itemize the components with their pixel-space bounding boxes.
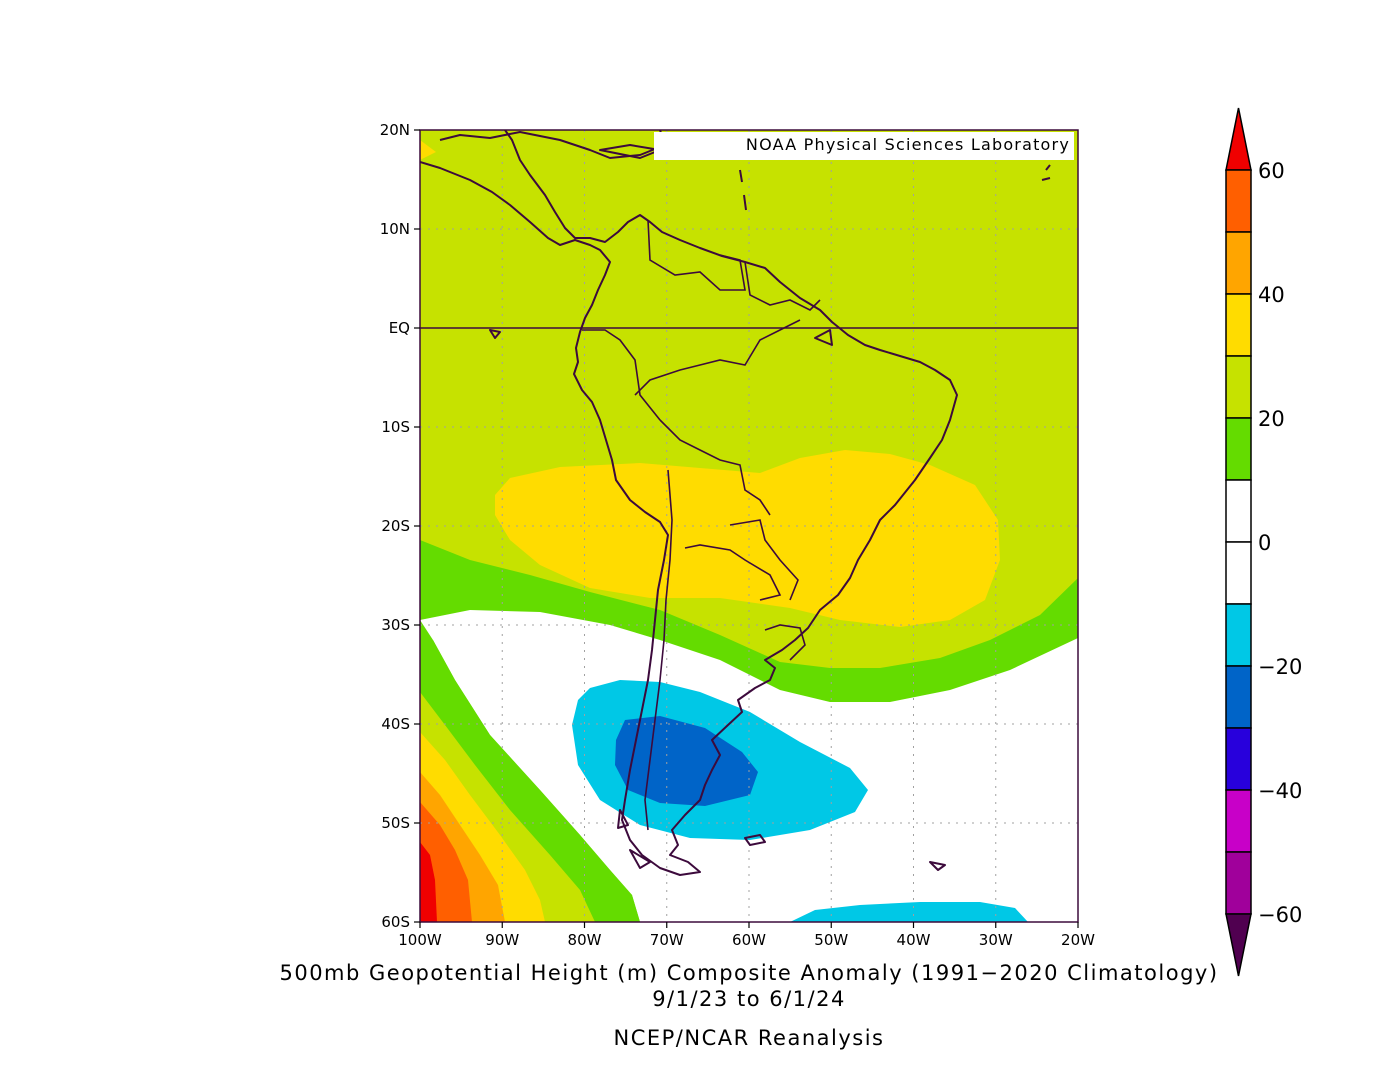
lon-tick-label: 20W (1061, 931, 1095, 949)
colorbar-bin (1225, 789, 1252, 853)
border-uruguay (764, 624, 806, 661)
border-paraguay-brazil (729, 519, 799, 601)
colorbar-bottom-arrow (1225, 913, 1252, 977)
border-ecuador-peru (582, 329, 661, 421)
falkland-islands (744, 834, 766, 846)
lat-tick-label: 30S (381, 616, 410, 634)
map-panel: NOAA Physical Sciences Laboratory 20N 10N… (380, 121, 1095, 949)
colorbar-label: −40 (1258, 779, 1302, 803)
lat-tick-label: 20N (380, 121, 410, 139)
colorbar-label: 20 (1258, 407, 1285, 431)
lon-tick-label: 80W (568, 931, 602, 949)
colorbar-bin (1225, 355, 1252, 419)
anomaly-band-minus20-minus30 (615, 716, 758, 806)
colorbar-bin (1225, 293, 1252, 357)
galapagos-islands (489, 329, 501, 339)
lat-tick-label: 50S (381, 814, 410, 832)
border-guianas (744, 261, 821, 311)
caribbean-coast (439, 130, 666, 159)
colorbar-bin (1225, 231, 1252, 295)
amazon-delta-islands (814, 329, 833, 346)
country-borders (582, 219, 821, 831)
colorbar-label: 40 (1258, 283, 1285, 307)
lat-tick-label: 10S (381, 418, 410, 436)
colorbar-bin (1225, 169, 1252, 233)
lon-tick-label: 100W (398, 931, 442, 949)
cape-verde-islands (1041, 164, 1051, 181)
colorbar-bin (1225, 665, 1252, 729)
anomaly-band-30-40 (495, 450, 1000, 627)
colorbar-bin (1225, 727, 1252, 791)
colorbar-bin (1225, 479, 1252, 543)
lon-tick-label: 60W (732, 931, 766, 949)
anomaly-band-30-40-nw (420, 140, 436, 160)
latitude-axis: 20N 10N EQ 10S 20S 30S 40S 50S 60S (380, 121, 420, 931)
colorbar-bin (1225, 541, 1252, 605)
colorbar: 60 40 20 0 −20 −40 −60 (1225, 107, 1302, 977)
colorbar-label: 60 (1258, 159, 1285, 183)
credit-box: NOAA Physical Sciences Laboratory (654, 132, 1074, 160)
anomaly-band-minus10-minus20-south (790, 902, 1028, 922)
lat-tick-label: 60S (381, 913, 410, 931)
credit-background (654, 132, 1074, 160)
colorbar-bin (1225, 851, 1252, 915)
lat-tick-label: EQ (389, 319, 410, 337)
lon-tick-label: 70W (650, 931, 684, 949)
title-line-1: 500mb Geopotential Height (m) Composite … (279, 961, 1218, 985)
tierra-del-fuego (617, 809, 651, 869)
lat-tick-label: 10N (380, 220, 410, 238)
colorbar-label: −20 (1258, 655, 1302, 679)
lon-tick-label: 50W (814, 931, 848, 949)
border-chile-argentina (644, 469, 673, 831)
colorbar-label: −60 (1258, 903, 1302, 927)
colorbar-bin (1225, 417, 1252, 481)
border-bolivia-paraguay (684, 544, 782, 601)
colorbar-bin (1225, 603, 1252, 667)
border-brazil-west (634, 319, 801, 396)
lon-tick-label: 90W (485, 931, 519, 949)
lon-tick-label: 30W (979, 931, 1013, 949)
lon-tick-label: 40W (897, 931, 931, 949)
lat-tick-label: 40S (381, 715, 410, 733)
longitude-axis: 100W 90W 80W 70W 60W 50W 40W 30W 20W (398, 922, 1095, 949)
anomaly-band-60-plus-sw (420, 842, 437, 922)
border-colombia-venezuela (647, 219, 746, 291)
central-america-coast (420, 130, 958, 876)
title-line-3: NCEP/NCAR Reanalysis (614, 1026, 885, 1050)
title-line-2: 9/1/23 to 6/1/24 (652, 987, 846, 1011)
credit-text: NOAA Physical Sciences Laboratory (746, 135, 1070, 154)
border-peru-bolivia (659, 419, 771, 516)
colorbar-top-arrow (1225, 107, 1252, 171)
lat-tick-label: 20S (381, 517, 410, 535)
lesser-antilles (739, 169, 747, 211)
figure-titles: 500mb Geopotential Height (m) Composite … (279, 961, 1218, 1050)
south-georgia (929, 861, 946, 871)
colorbar-label: 0 (1258, 531, 1271, 555)
